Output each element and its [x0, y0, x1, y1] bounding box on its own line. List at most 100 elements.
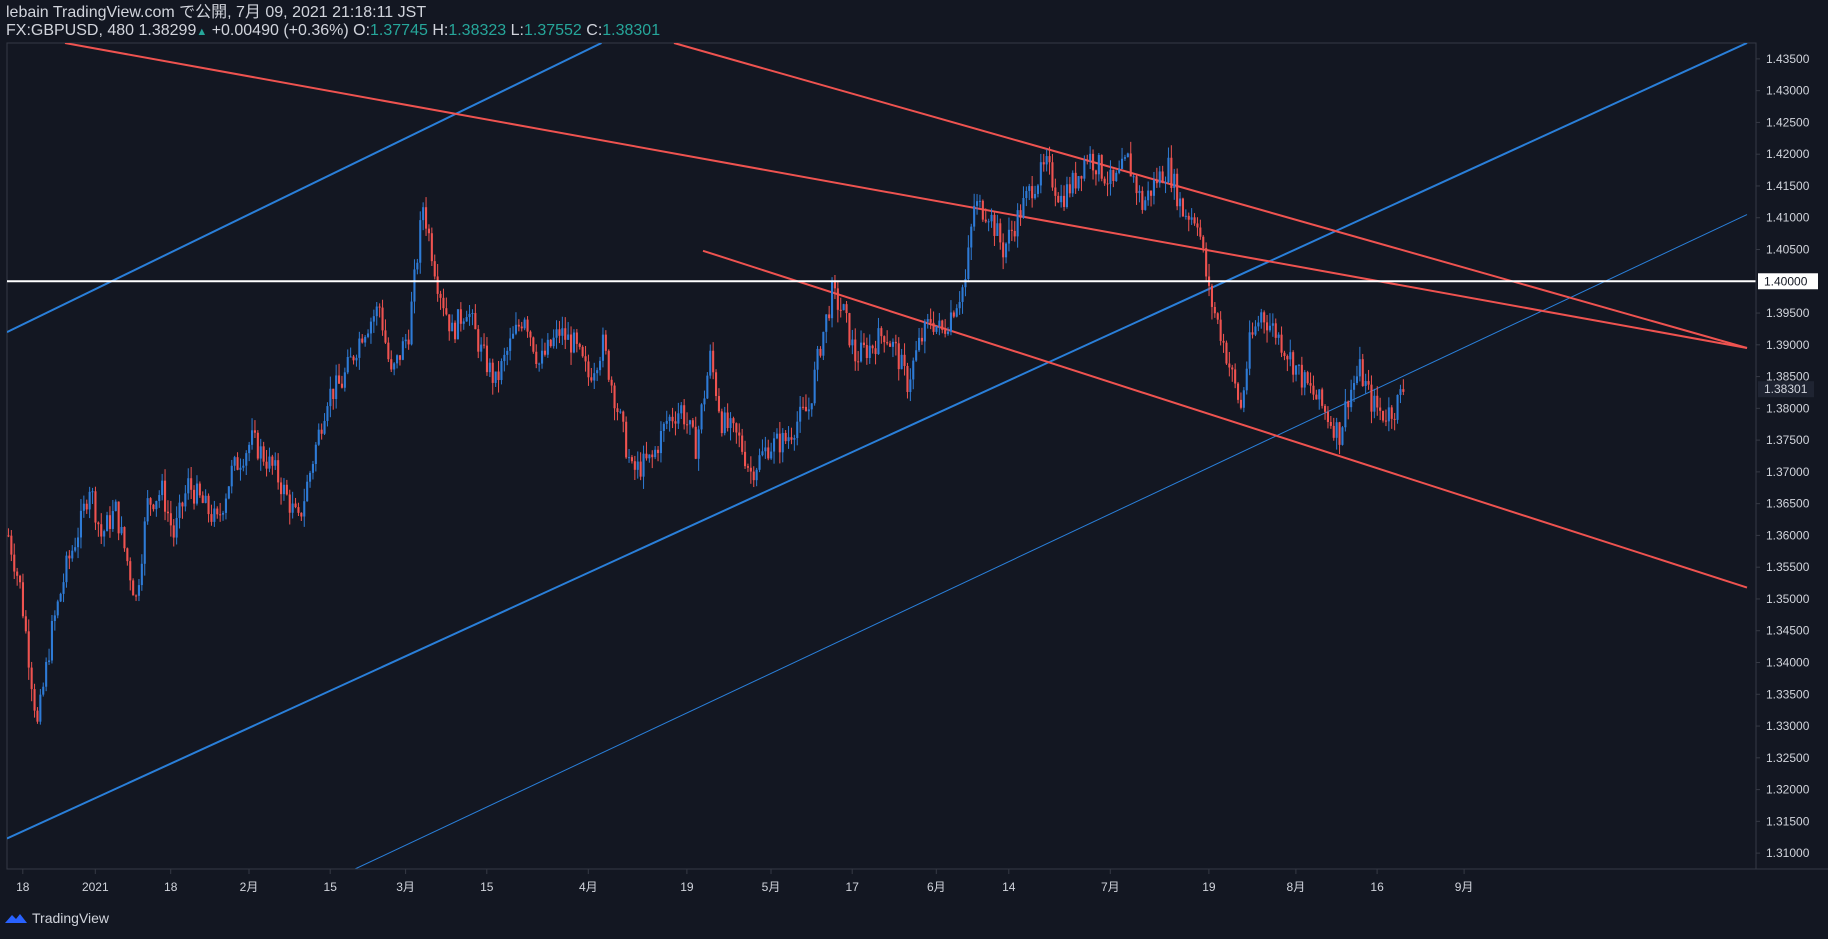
candle-body: [367, 333, 370, 337]
candle-body: [860, 342, 863, 362]
candle-body: [1297, 364, 1300, 366]
candle-body: [1094, 170, 1097, 175]
candle-body: [114, 501, 117, 512]
candle-body: [587, 361, 590, 378]
candle-body: [369, 321, 372, 334]
candle-body: [981, 200, 984, 220]
candle-body: [1196, 223, 1199, 228]
candle-body: [485, 345, 488, 373]
candle-body: [178, 502, 181, 518]
candle-body: [949, 312, 952, 332]
candle-body: [1280, 334, 1283, 353]
candle-body: [1187, 215, 1190, 220]
trend-line-blue[interactable]: [354, 214, 1748, 869]
candle-body: [245, 453, 248, 466]
candle-body: [13, 554, 16, 572]
candle-body: [712, 350, 715, 373]
candle-body: [970, 226, 973, 248]
candle-body: [1112, 169, 1115, 182]
candle-body: [1341, 427, 1344, 445]
candle-body: [1289, 352, 1292, 360]
candle-body: [181, 502, 184, 507]
brand-label: TradingView: [32, 910, 110, 926]
trend-line-blue[interactable]: [7, 43, 1748, 840]
candle-body: [1054, 187, 1057, 196]
candle-body: [140, 563, 143, 586]
candle-body: [274, 460, 277, 466]
candle-body: [42, 686, 45, 695]
candle-body: [967, 247, 970, 279]
candle-body: [1225, 342, 1228, 364]
candle-body: [1129, 153, 1132, 177]
candle-body: [1390, 407, 1393, 419]
candle-body: [1344, 401, 1347, 428]
price-axis[interactable]: 1.43500 1.43000 1.42500 1.42000 1.41500 1.410…: [1756, 52, 1818, 860]
price-tick-label: 1.34000: [1766, 656, 1810, 670]
candle-body: [546, 339, 549, 355]
candle-body: [300, 512, 303, 517]
candle-body: [1384, 420, 1387, 422]
candle-body: [918, 337, 921, 351]
time-tick-label: 16: [1370, 880, 1384, 894]
candle-body: [1219, 319, 1222, 341]
candle-body: [1089, 153, 1092, 161]
candle-body: [1254, 326, 1257, 335]
candle-body: [1303, 372, 1306, 388]
price-tick-label: 1.39000: [1766, 338, 1810, 352]
candle-body: [349, 356, 352, 358]
candle-body: [233, 457, 236, 466]
low-label: L:: [510, 22, 524, 39]
candle-body: [804, 406, 807, 412]
candle-body: [451, 322, 454, 332]
time-tick-label: 2月: [240, 880, 259, 894]
candle-body: [1184, 215, 1187, 217]
candle-body: [607, 350, 610, 380]
candle-body: [404, 339, 407, 342]
candle-body: [1373, 395, 1376, 412]
candle-body: [88, 491, 91, 510]
time-tick-label: 7月: [1101, 880, 1120, 894]
candle-body: [309, 472, 312, 482]
trend-line-red[interactable]: [673, 43, 1748, 349]
candle-body: [619, 411, 622, 413]
candle-body: [599, 360, 602, 371]
candle-body: [947, 331, 950, 334]
candle-body: [401, 341, 404, 360]
candle-body: [1147, 190, 1150, 201]
candle-body: [97, 522, 100, 525]
candle-body: [517, 324, 520, 327]
candle-body: [1141, 190, 1144, 210]
candle-body: [1092, 153, 1095, 171]
trend-line-blue[interactable]: [7, 43, 602, 333]
candle-body: [932, 322, 935, 332]
candle-body: [1028, 186, 1031, 191]
trend-line-red[interactable]: [702, 249, 1748, 589]
candle-body: [1152, 179, 1155, 196]
candle-body: [1025, 190, 1028, 198]
candle-body: [71, 550, 74, 559]
trend-line-red[interactable]: [64, 43, 1748, 349]
candle-body: [410, 301, 413, 345]
candle-body: [474, 313, 477, 330]
candle-body: [1402, 389, 1405, 392]
candle-body: [1239, 399, 1242, 408]
candle-body: [445, 308, 448, 315]
time-axis[interactable]: 18 2021 18 2月 15 3月 15 4月 19 5月 17 6月 14 7月 19 8月 16 9月: [16, 869, 1473, 894]
candle-body: [1318, 389, 1321, 400]
candle-body: [703, 398, 706, 405]
candle-body: [616, 408, 619, 412]
candle-body: [106, 515, 109, 532]
candle-body: [352, 356, 355, 361]
candle-body: [561, 328, 564, 336]
price-tick-label: 1.32000: [1766, 783, 1810, 797]
candle-body: [393, 363, 396, 370]
candle-body: [187, 478, 190, 494]
candle-body: [648, 454, 651, 459]
candle-body: [1126, 153, 1129, 158]
candle-body: [1077, 176, 1080, 189]
candle-body: [314, 444, 317, 465]
candle-body: [891, 341, 894, 347]
candle-body: [50, 620, 53, 661]
candle-body: [248, 444, 251, 454]
